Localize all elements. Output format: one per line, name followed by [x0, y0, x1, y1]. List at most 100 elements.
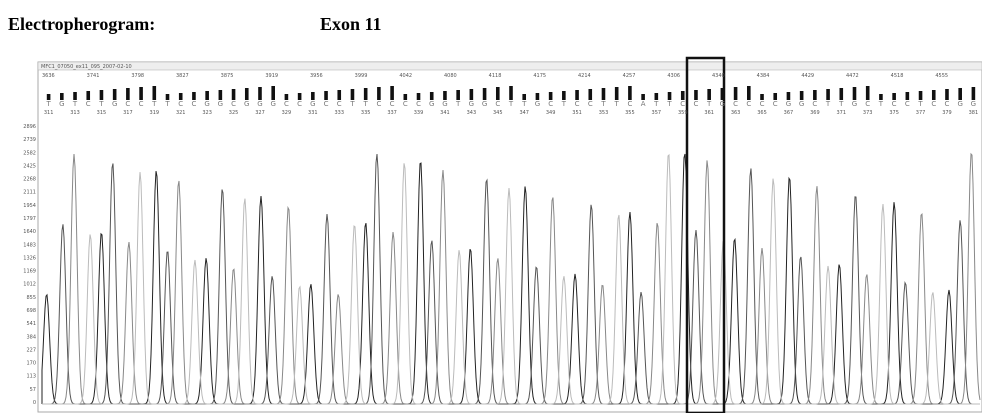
quality-bar	[879, 94, 883, 100]
base-position: 315	[97, 110, 107, 116]
base-letter: C	[231, 100, 236, 108]
base-letter: G	[720, 100, 725, 108]
quality-bar	[522, 94, 527, 100]
quality-bar	[152, 86, 157, 100]
quality-bar	[178, 93, 183, 100]
quality-bar	[126, 88, 130, 100]
base-letter: C	[416, 100, 421, 108]
base-letter: C	[376, 100, 381, 108]
quality-bar	[694, 90, 698, 100]
scan-tick: 4472	[846, 73, 859, 79]
quality-bar	[390, 86, 394, 100]
quality-bar	[509, 86, 513, 100]
base-letter: G	[957, 100, 962, 108]
base-position: 353	[599, 110, 609, 116]
base-position: 367	[784, 110, 794, 116]
scan-tick: 3798	[131, 73, 144, 79]
base-letter: C	[945, 100, 950, 108]
y-label: 384	[26, 334, 36, 340]
scan-tick: 4384	[757, 73, 770, 79]
base-letter: G	[310, 100, 315, 108]
quality-bar	[218, 90, 223, 100]
base-letter: G	[971, 100, 976, 108]
base-letter: A	[641, 100, 646, 108]
base-position: 361	[704, 110, 714, 116]
scan-tick: 4118	[489, 73, 502, 79]
base-letter: C	[390, 100, 395, 108]
y-label: 1012	[23, 282, 36, 288]
quality-bar	[826, 89, 830, 100]
quality-bar	[892, 93, 896, 100]
base-position: 335	[361, 110, 371, 116]
quality-bar	[628, 86, 632, 100]
base-position: 341	[440, 110, 450, 116]
scan-tick: 4429	[801, 73, 814, 79]
base-letter: C	[337, 100, 342, 108]
quality-bar	[786, 92, 791, 100]
y-label: 2111	[23, 190, 36, 196]
base-position: 313	[70, 110, 80, 116]
base-position: 349	[546, 110, 556, 116]
scan-tick: 4080	[444, 73, 457, 79]
quality-bar	[495, 87, 500, 100]
quality-bar	[86, 91, 91, 100]
base-position: 351	[572, 110, 582, 116]
base-letter: T	[508, 100, 514, 108]
base-letter: C	[178, 100, 183, 108]
y-label: 2268	[23, 177, 36, 183]
base-position: 365	[757, 110, 767, 116]
base-letter: T	[45, 100, 51, 108]
base-letter: T	[98, 100, 104, 108]
quality-bar	[747, 86, 751, 100]
scan-tick: 4340	[712, 73, 725, 79]
base-letter: G	[852, 100, 857, 108]
quality-bar	[139, 87, 143, 100]
base-letter: C	[575, 100, 580, 108]
quality-bar	[482, 88, 487, 100]
y-label: 113	[26, 374, 36, 380]
base-letter: T	[838, 100, 844, 108]
quality-bar	[244, 88, 249, 100]
quality-bar	[773, 93, 778, 100]
y-label: 0	[33, 400, 36, 406]
base-position: 363	[731, 110, 741, 116]
file-bar	[37, 61, 982, 71]
quality-bar	[73, 92, 77, 100]
file-name: MFC1_07050_ex11_095_2007-02-10	[41, 64, 132, 70]
quality-bar	[350, 89, 355, 100]
base-position: 325	[229, 110, 239, 116]
y-label: 2739	[23, 137, 36, 143]
scan-tick: 4214	[578, 73, 591, 79]
base-letter: G	[112, 100, 117, 108]
base-letter: T	[151, 100, 157, 108]
scan-tick: 3827	[176, 73, 189, 79]
base-position: 337	[387, 110, 397, 116]
quality-bar	[918, 91, 923, 100]
base-position: 321	[176, 110, 186, 116]
y-label: 1483	[23, 242, 36, 248]
y-label: 698	[26, 308, 36, 314]
base-letter: G	[799, 100, 804, 108]
quality-bar	[760, 94, 764, 100]
base-letter: C	[733, 100, 738, 108]
base-position: 331	[308, 110, 318, 116]
trace-line	[42, 153, 980, 405]
quality-bar	[165, 94, 170, 100]
base-letter: T	[600, 100, 606, 108]
quality-bar	[284, 94, 289, 100]
base-letter: C	[588, 100, 593, 108]
quality-bar	[46, 94, 51, 100]
trace-line	[42, 152, 981, 405]
scan-tick: 3956	[310, 73, 323, 79]
base-position: 333	[334, 110, 344, 116]
scan-tick: 3875	[221, 73, 234, 79]
base-letter: C	[297, 100, 302, 108]
quality-bar	[575, 90, 579, 100]
base-position: 355	[625, 110, 635, 116]
base-letter: C	[139, 100, 144, 108]
quality-bar	[707, 89, 711, 100]
quality-bar	[429, 92, 434, 100]
quality-bar	[469, 89, 474, 100]
quality-bar	[60, 93, 64, 100]
scan-tick: 3741	[87, 73, 100, 79]
